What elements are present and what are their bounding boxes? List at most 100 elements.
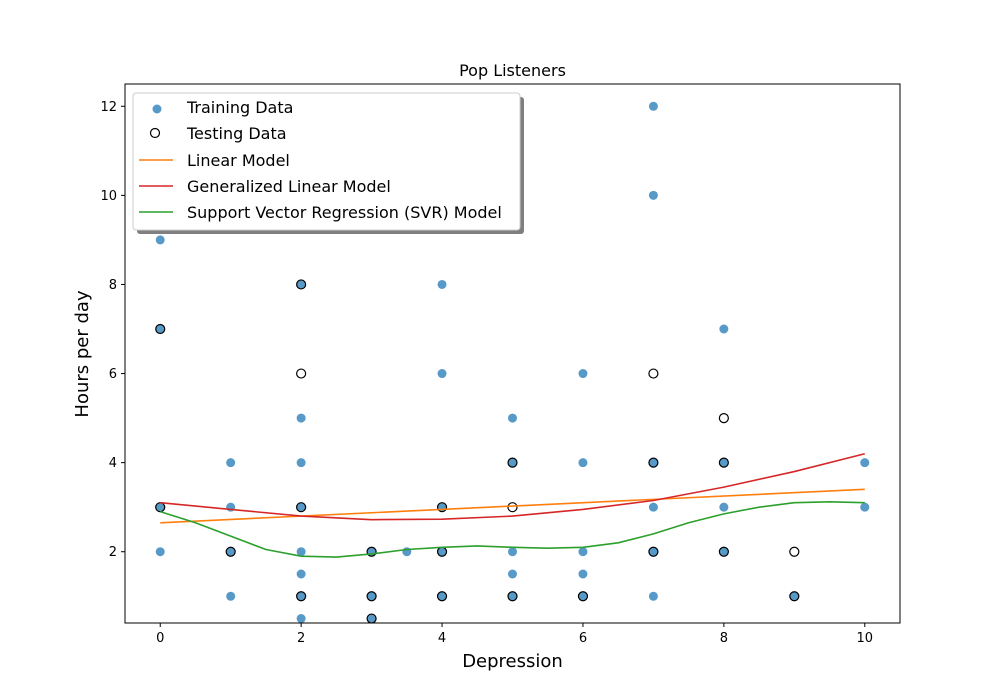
testing-point-16 (577, 591, 589, 602)
y-tick-label-10: 10 (100, 189, 117, 204)
testing-point-12 (436, 591, 448, 602)
training-point-38 (648, 502, 658, 512)
training-point-44 (719, 547, 729, 557)
training-point-20 (437, 279, 447, 289)
legend-label-3: Generalized Linear Model (187, 177, 391, 196)
testing-point-8 (366, 591, 377, 602)
testing-point-20 (718, 412, 729, 424)
legend-label-0: Training Data (186, 98, 293, 117)
training-point-17 (367, 591, 377, 601)
testing-point-6 (296, 591, 307, 602)
training-point-10 (296, 458, 306, 468)
training-point-26 (508, 458, 517, 468)
training-point-6 (226, 547, 236, 557)
training-point-13 (296, 569, 306, 579)
training-point-29 (508, 591, 517, 601)
training-point-40 (648, 591, 658, 601)
training-point-45 (789, 591, 799, 601)
testing-point-15 (507, 591, 518, 602)
testing-point-4 (296, 368, 307, 379)
testing-point-17 (648, 368, 659, 379)
x-tick-label-4: 4 (438, 631, 446, 646)
legend-label-1: Testing Data (186, 124, 287, 143)
model-lines (159, 452, 865, 558)
training-point-39 (648, 547, 658, 557)
testing-point-14 (507, 502, 518, 513)
legend-handle-training (152, 104, 162, 114)
testing-point-2 (225, 546, 236, 557)
training-point-28 (508, 569, 517, 579)
linear-model-line (160, 488, 865, 524)
plot-area (155, 101, 870, 624)
chart-title: Pop Listeners (459, 61, 566, 80)
training-point-23 (437, 547, 447, 557)
testing-point-0 (155, 323, 166, 335)
training-point-15 (296, 614, 306, 624)
training-point-47 (860, 502, 870, 512)
testing-point-7 (366, 546, 377, 557)
training-point-32 (578, 547, 588, 557)
training-point-35 (648, 101, 658, 111)
training-point-42 (719, 458, 729, 468)
y-axis-label: Hours per day (72, 290, 93, 418)
training-point-18 (367, 614, 377, 624)
legend-box (132, 92, 521, 231)
legend-handle-testing (149, 127, 161, 139)
y-tick-label-12: 12 (100, 100, 117, 115)
plot-frame (124, 83, 901, 624)
x-tick-label-0: 0 (156, 631, 164, 646)
training-point-30 (578, 369, 588, 379)
y-axis-ticks: 2 4 6 8 10 12 (100, 100, 125, 560)
x-axis-label: Depression (462, 651, 563, 672)
training-point-8 (296, 279, 306, 289)
legend-label-2: Linear Model (187, 151, 290, 170)
training-point-41 (719, 324, 729, 334)
training-point-37 (648, 458, 658, 468)
training-point-34 (578, 591, 588, 601)
x-tick-label-2: 2 (297, 631, 305, 646)
training-point-7 (226, 591, 236, 601)
training-point-24 (437, 591, 447, 601)
y-tick-label-4: 4 (109, 456, 117, 471)
training-point-3 (155, 547, 165, 557)
testing-point-21 (718, 457, 729, 468)
y-tick-label-6: 6 (109, 367, 117, 382)
training-point-31 (578, 458, 588, 468)
x-axis-ticks: 0 2 4 6 8 10 (156, 623, 873, 646)
training-point-12 (296, 547, 306, 557)
testing-point-5 (296, 502, 307, 513)
legend-items: Training Data Testing Data Linear Model Gen… (139, 98, 502, 222)
x-tick-label-8: 8 (720, 631, 728, 646)
training-point-36 (648, 190, 658, 200)
training-point-9 (296, 413, 306, 423)
training-point-25 (508, 413, 517, 423)
testing-points (155, 279, 800, 624)
testing-point-18 (648, 457, 659, 468)
legend: Training Data Testing Data Linear Model Gen… (132, 92, 524, 234)
training-point-21 (437, 369, 447, 379)
training-point-4 (226, 458, 236, 468)
testing-point-22 (718, 546, 729, 557)
testing-point-3 (296, 279, 307, 290)
training-point-46 (860, 458, 870, 468)
training-point-1 (155, 324, 165, 334)
testing-point-13 (507, 457, 518, 468)
glm-line (160, 452, 865, 521)
testing-point-24 (789, 591, 800, 602)
y-tick-label-8: 8 (109, 278, 117, 293)
testing-point-19 (648, 546, 659, 557)
testing-point-10 (436, 502, 448, 513)
training-point-33 (578, 569, 588, 579)
training-point-14 (296, 591, 306, 601)
testing-point-23 (789, 546, 800, 557)
x-tick-label-10: 10 (856, 631, 873, 646)
y-tick-label-2: 2 (109, 545, 117, 560)
training-point-27 (508, 547, 517, 557)
svr-line (159, 501, 865, 558)
x-tick-label-6: 6 (579, 631, 587, 646)
training-point-2 (155, 502, 165, 512)
training-point-43 (719, 502, 729, 512)
training-point-0 (155, 235, 165, 245)
legend-label-4: Support Vector Regression (SVR) Model (187, 203, 502, 222)
